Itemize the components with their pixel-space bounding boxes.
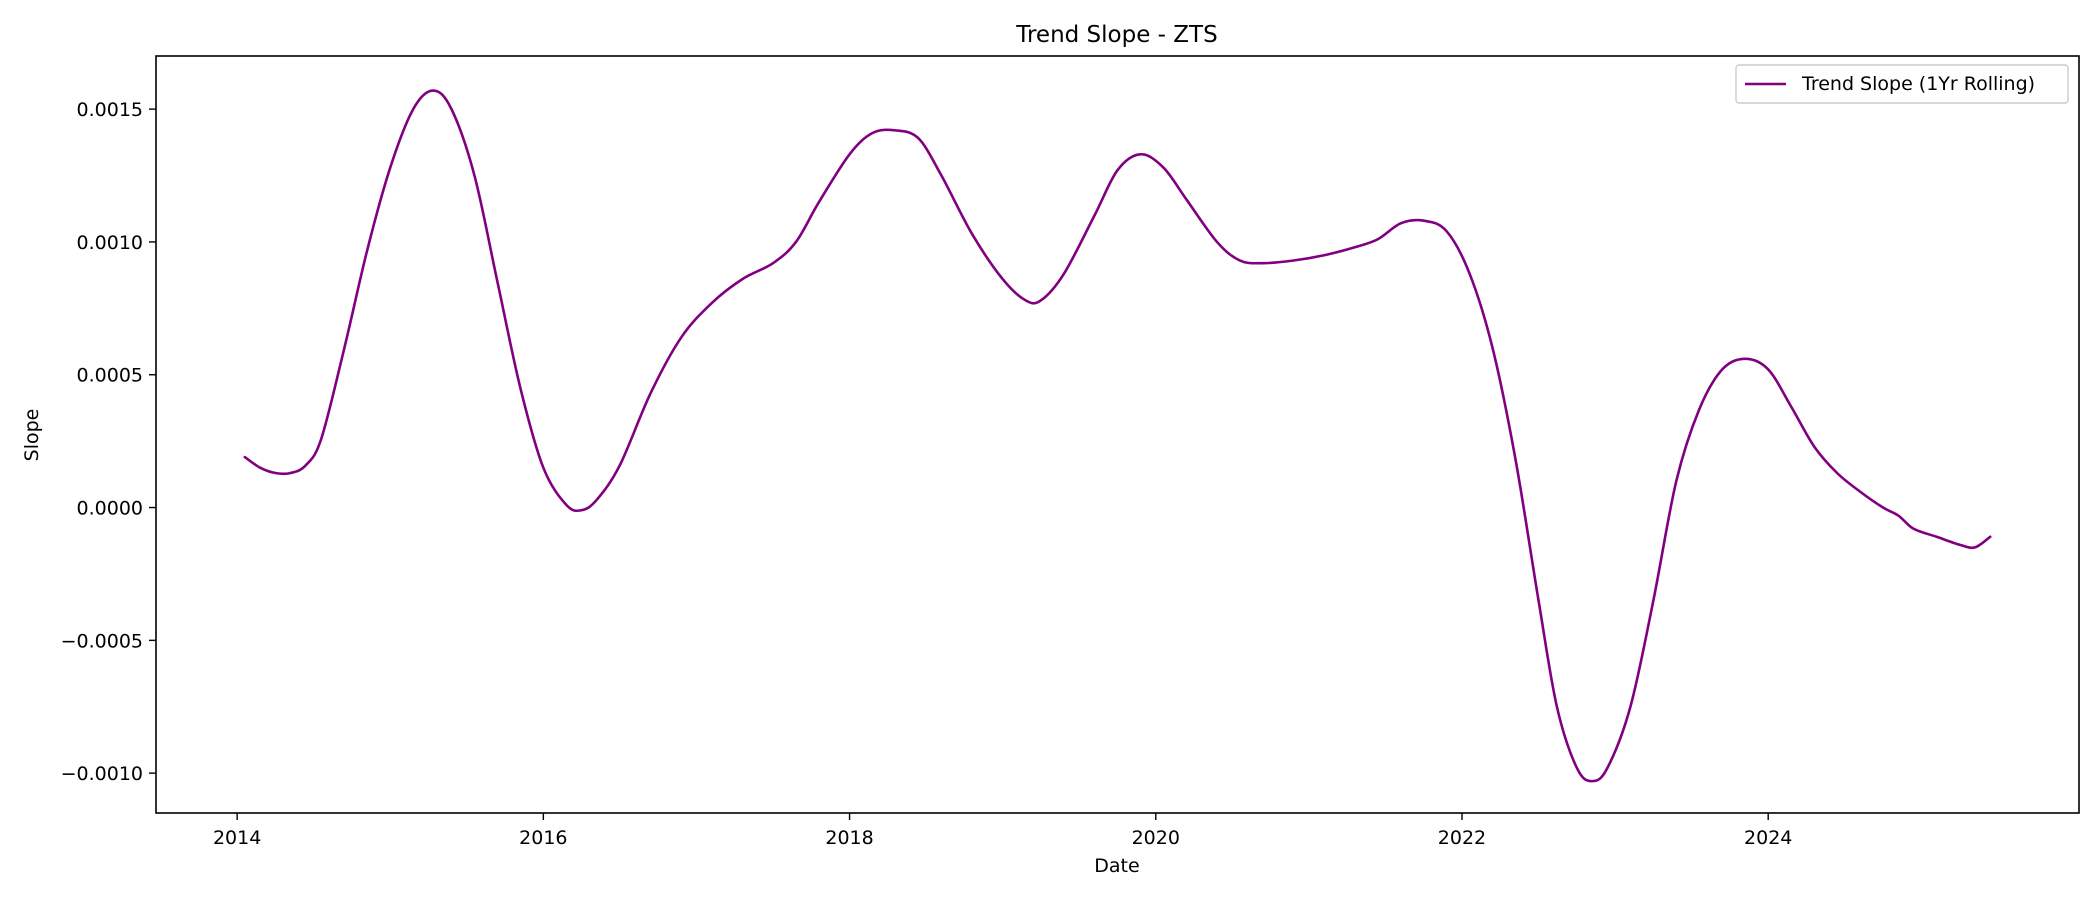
x-tick-label: 2014 [213, 827, 261, 849]
x-tick-label: 2024 [1744, 827, 1792, 849]
series-line-trend-slope [243, 89, 1992, 783]
legend-entry-label: Trend Slope (1Yr Rolling) [1801, 73, 2035, 95]
x-tick-label: 2018 [825, 827, 873, 849]
y-tick-label: −0.0010 [61, 763, 143, 785]
y-tick-label: 0.0000 [77, 498, 143, 520]
y-axis: −0.0010 −0.0005 0.0000 0.0005 0.0010 0.0015 [61, 99, 156, 785]
x-axis: 2014 2016 2018 2020 2022 2024 [213, 813, 1792, 849]
x-tick-label: 2022 [1438, 827, 1486, 849]
legend: Trend Slope (1Yr Rolling) [1735, 64, 2069, 104]
legend-box [1735, 64, 2069, 104]
plot-area-frame [155, 55, 2080, 814]
chart-title: Trend Slope - ZTS [1015, 22, 1217, 48]
y-tick-label: 0.0015 [77, 99, 143, 121]
y-tick-label: 0.0005 [77, 365, 143, 387]
y-tick-label: 0.0010 [77, 232, 143, 254]
y-tick-label: −0.0005 [61, 630, 143, 652]
x-axis-label: Date [1094, 855, 1139, 877]
y-axis-label: Slope [21, 409, 43, 462]
x-tick-label: 2016 [519, 827, 567, 849]
x-tick-label: 2020 [1132, 827, 1180, 849]
